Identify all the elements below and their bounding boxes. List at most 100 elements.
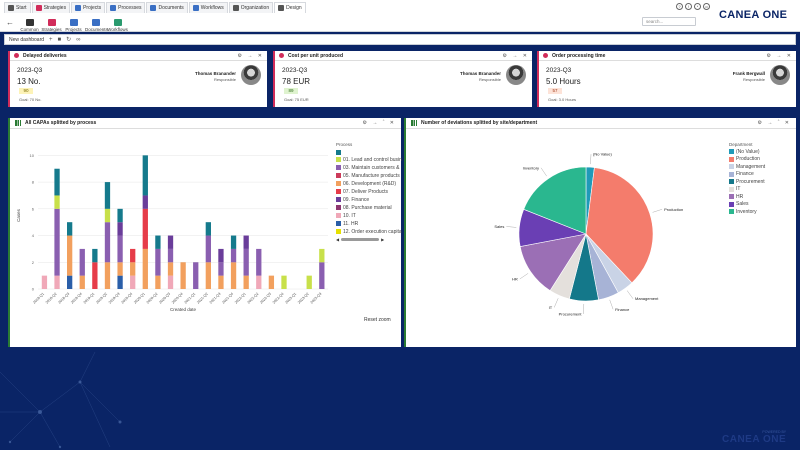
legend-item[interactable]: 11. HR bbox=[336, 221, 406, 227]
bar-segment[interactable] bbox=[67, 222, 73, 236]
legend-item[interactable]: 12. Order execution capita bbox=[336, 229, 406, 235]
bar-segment[interactable] bbox=[142, 248, 148, 289]
user-icon[interactable]: o bbox=[703, 3, 710, 10]
tab-organization[interactable]: Organization bbox=[228, 2, 274, 13]
subnav-item-common[interactable]: Common bbox=[19, 19, 40, 32]
legend-item[interactable]: Management bbox=[729, 164, 765, 170]
help-icon[interactable]: ? bbox=[676, 3, 683, 10]
bar-segment[interactable] bbox=[130, 275, 136, 289]
bar-segment[interactable] bbox=[243, 248, 249, 276]
bar-segment[interactable] bbox=[319, 248, 325, 263]
bar-segment[interactable] bbox=[243, 235, 249, 249]
legend-item[interactable]: 09. Finance bbox=[336, 197, 406, 203]
bar-segment[interactable] bbox=[180, 262, 186, 289]
bar-segment[interactable] bbox=[155, 235, 161, 249]
bar-segment[interactable] bbox=[130, 262, 136, 276]
panel-controls[interactable]: ⚙ → ˆ ✕ bbox=[757, 120, 791, 126]
kpi-card[interactable]: Delayed deliveries ⚙ → ✕ 2023-Q3 13 No. 90 Go… bbox=[8, 51, 267, 107]
notification-icon[interactable]: ! bbox=[685, 3, 692, 10]
bar-segment[interactable] bbox=[54, 195, 60, 209]
legend-prev-icon[interactable]: ◀ bbox=[336, 236, 340, 242]
bar-segment[interactable] bbox=[193, 262, 199, 289]
bar-segment[interactable] bbox=[104, 222, 111, 263]
legend-item[interactable] bbox=[336, 149, 406, 155]
bar-segment[interactable] bbox=[104, 208, 111, 223]
tab-strategies[interactable]: Strategies bbox=[31, 2, 71, 13]
kpi-controls[interactable]: ⚙ → ✕ bbox=[237, 53, 264, 59]
bar-segment[interactable] bbox=[54, 275, 60, 289]
pie-slice[interactable] bbox=[519, 233, 587, 291]
bar-segment[interactable] bbox=[41, 275, 48, 289]
pie-slice[interactable] bbox=[523, 166, 587, 235]
legend-item[interactable]: 08. Purchase material bbox=[336, 205, 406, 211]
legend-item[interactable]: 10. IT bbox=[336, 213, 406, 219]
legend-item[interactable]: IT bbox=[729, 186, 765, 192]
bar-segment[interactable] bbox=[256, 248, 262, 276]
bar-segment[interactable] bbox=[155, 248, 161, 276]
bar-segment[interactable] bbox=[142, 195, 148, 209]
bar-segment[interactable] bbox=[167, 248, 174, 263]
bar-segment[interactable] bbox=[117, 275, 123, 289]
bar-segment[interactable] bbox=[205, 262, 211, 289]
dashboard-title[interactable]: New dashboard bbox=[9, 36, 45, 43]
tab-design[interactable]: Design bbox=[274, 2, 306, 13]
link-icon[interactable]: ∞ bbox=[76, 36, 81, 43]
legend-item[interactable]: Finance bbox=[729, 171, 765, 177]
refresh-icon[interactable]: ↻ bbox=[66, 37, 72, 43]
bar-segment[interactable] bbox=[117, 222, 123, 236]
bar-segment[interactable] bbox=[205, 235, 211, 263]
bar-segment[interactable] bbox=[155, 275, 161, 289]
bar-segment[interactable] bbox=[142, 208, 148, 249]
tab-start[interactable]: Start bbox=[4, 2, 31, 13]
save-icon[interactable]: ■ bbox=[57, 36, 62, 43]
bar-segment[interactable] bbox=[230, 235, 237, 249]
subnav-item-projects[interactable]: Projects bbox=[63, 19, 84, 32]
legend-item[interactable]: Production bbox=[729, 156, 765, 162]
bar-segment[interactable] bbox=[319, 262, 325, 289]
panel-controls[interactable]: ⚙ → ˆ ✕ bbox=[362, 120, 396, 126]
bar-segment[interactable] bbox=[243, 275, 249, 289]
reset-zoom-button[interactable]: Reset zoom bbox=[364, 317, 391, 323]
legend-item[interactable]: 01. Lead and control busin bbox=[336, 157, 406, 163]
legend-item[interactable]: Inventory bbox=[729, 209, 765, 215]
bar-segment[interactable] bbox=[142, 155, 148, 196]
kpi-controls[interactable]: ⚙ → ✕ bbox=[766, 53, 793, 59]
subnav-item-documents[interactable]: Documents bbox=[85, 19, 108, 32]
bar-segment[interactable] bbox=[104, 182, 111, 209]
kpi-controls[interactable]: ⚙ → ✕ bbox=[502, 53, 529, 59]
legend-next-icon[interactable]: ▶ bbox=[381, 236, 385, 242]
legend-item[interactable]: 05. Manufacture products bbox=[336, 173, 406, 179]
search-input[interactable]: search... bbox=[642, 17, 696, 26]
tab-workflows[interactable]: Workflows bbox=[188, 2, 228, 13]
kpi-card[interactable]: Cost per unit produced ⚙ → ✕ 2023-Q3 78 EUR… bbox=[273, 51, 532, 107]
pie-slice[interactable] bbox=[585, 167, 654, 284]
bar-segment[interactable] bbox=[117, 208, 123, 223]
bar-segment[interactable] bbox=[205, 222, 211, 236]
bar-segment[interactable] bbox=[256, 275, 262, 289]
bar-segment[interactable] bbox=[218, 262, 224, 276]
legend-item[interactable]: 06. Development (R&D) bbox=[336, 181, 406, 187]
legend-scrollbar[interactable] bbox=[341, 237, 380, 241]
bar-segment[interactable] bbox=[79, 275, 85, 289]
bar-segment[interactable] bbox=[218, 275, 224, 289]
bar-segment[interactable] bbox=[67, 275, 73, 289]
legend-item[interactable]: Sales bbox=[729, 201, 765, 207]
bar-segment[interactable] bbox=[67, 235, 73, 276]
back-icon[interactable]: ← bbox=[6, 17, 14, 27]
add-icon[interactable]: + bbox=[49, 36, 53, 43]
bar-segment[interactable] bbox=[92, 262, 98, 289]
subnav-item-strategies[interactable]: Strategies bbox=[41, 19, 62, 32]
bar-segment[interactable] bbox=[167, 235, 174, 249]
bar-segment[interactable] bbox=[79, 248, 85, 276]
bar-segment[interactable] bbox=[117, 235, 123, 263]
legend-item[interactable]: HR bbox=[729, 194, 765, 200]
tab-documents[interactable]: Documents bbox=[146, 2, 188, 13]
bar-segment[interactable] bbox=[167, 275, 174, 289]
tab-processes[interactable]: Processes bbox=[106, 2, 146, 13]
bar-segment[interactable] bbox=[130, 248, 136, 263]
bar-segment[interactable] bbox=[230, 262, 237, 289]
settings-icon[interactable]: * bbox=[694, 3, 701, 10]
bar-segment[interactable] bbox=[230, 248, 237, 263]
bar-segment[interactable] bbox=[104, 262, 111, 289]
legend-item[interactable]: Procurement bbox=[729, 179, 765, 185]
